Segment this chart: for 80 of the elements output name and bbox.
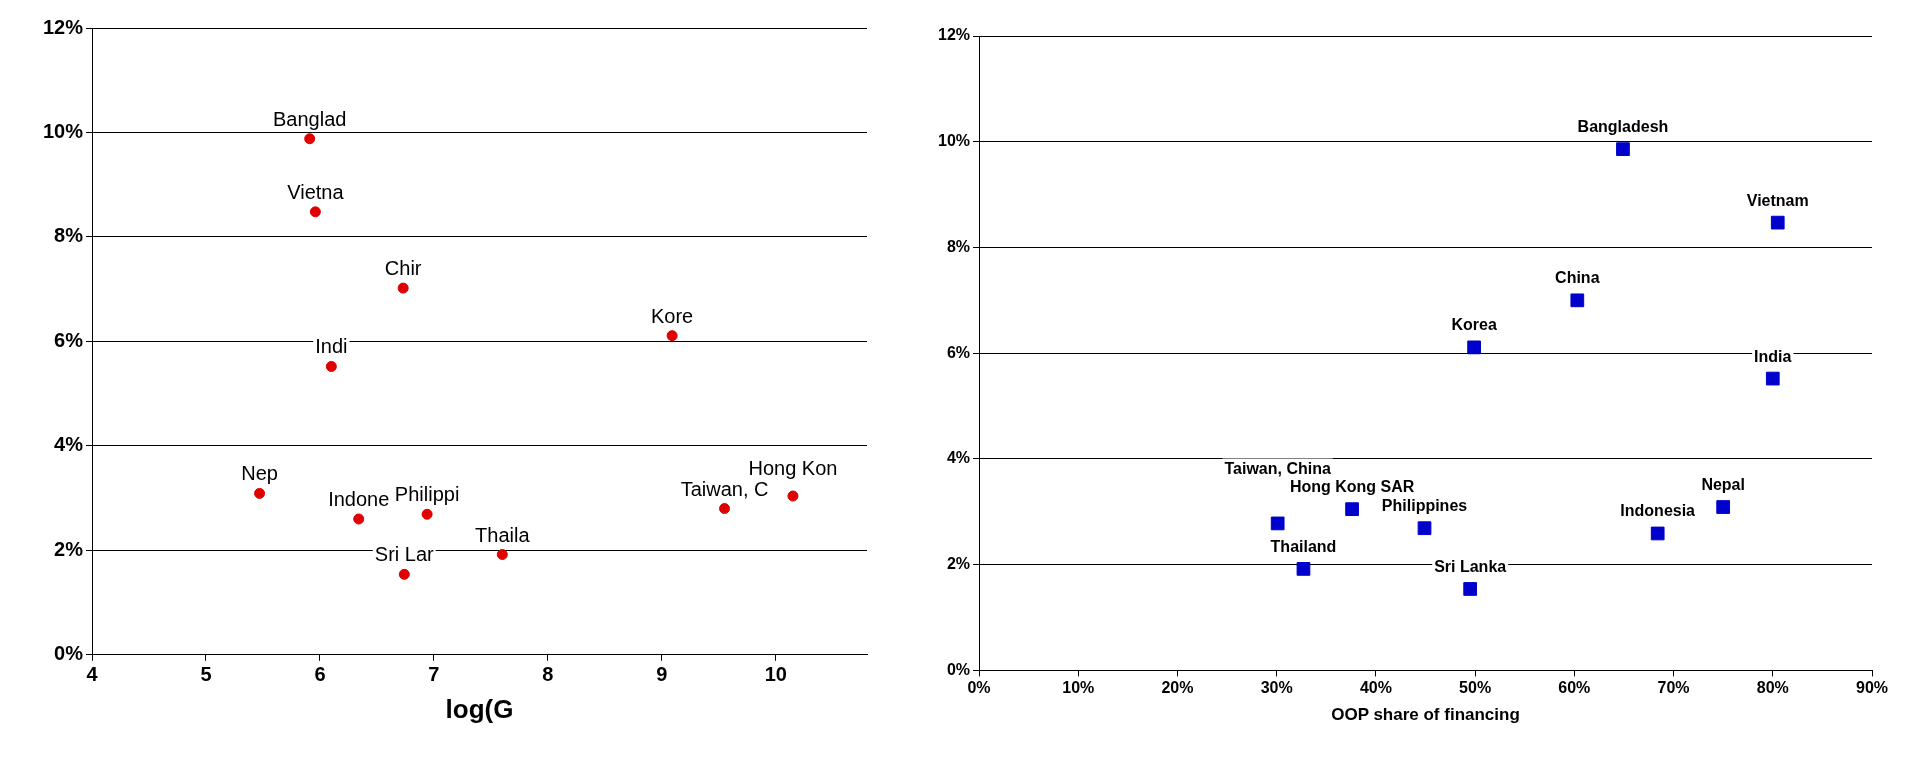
point xyxy=(719,503,731,515)
annotation: Taiwan, C xyxy=(680,477,769,500)
annotation: Hong Kong SAR xyxy=(1289,478,1415,496)
point xyxy=(1650,526,1665,541)
annotation: Chir xyxy=(384,257,422,280)
point xyxy=(1765,371,1780,386)
x-tick-label: 7 xyxy=(428,663,440,686)
annotation: Vietna xyxy=(287,180,345,203)
annotation: Philippines xyxy=(1381,497,1468,515)
annotation: Sri Lar xyxy=(374,543,435,566)
y-tick-label: 4% xyxy=(946,449,971,467)
y-tick-label: 8% xyxy=(946,237,971,255)
annotation: Banglad xyxy=(273,107,347,130)
point xyxy=(496,549,508,561)
y-tick-label: 10% xyxy=(43,119,84,142)
x-tick-label: 10% xyxy=(1062,679,1095,697)
point xyxy=(787,490,799,502)
x-tick-label: 80% xyxy=(1756,679,1789,697)
point xyxy=(1463,582,1478,596)
x-tick-label: 20% xyxy=(1161,679,1194,697)
point xyxy=(1570,293,1585,308)
point xyxy=(309,206,321,218)
annotation: Indi xyxy=(315,335,348,358)
point xyxy=(666,330,678,342)
point xyxy=(254,487,266,499)
x-tick-label: 50% xyxy=(1459,679,1492,697)
point xyxy=(397,282,409,294)
y-tick-label: 12% xyxy=(43,15,84,38)
point xyxy=(1770,215,1785,230)
x-tick-label: 90% xyxy=(1855,679,1889,697)
y-tick-label: 6% xyxy=(946,343,971,361)
point xyxy=(353,513,365,525)
point xyxy=(1467,340,1481,355)
point xyxy=(1270,516,1285,531)
x-axis-title: log(G xyxy=(445,693,514,724)
x-tick-label: 30% xyxy=(1260,679,1293,697)
annotation: Thaila xyxy=(475,523,531,546)
point xyxy=(421,508,433,520)
annotation: Indonesia xyxy=(1620,502,1696,520)
point xyxy=(398,568,410,580)
point xyxy=(304,133,316,145)
x-tick-label: 60% xyxy=(1558,679,1591,697)
annotation: India xyxy=(1754,347,1792,365)
annotation: Thailand xyxy=(1270,537,1337,555)
x-tick-label: 8 xyxy=(542,663,554,686)
point xyxy=(1616,142,1630,156)
annotation: Philippi xyxy=(394,483,460,506)
annotation: Nepal xyxy=(1701,476,1745,494)
point xyxy=(1296,562,1311,576)
annotation: Korea xyxy=(1451,316,1497,334)
x-tick-label: 4 xyxy=(86,663,99,686)
x-tick-label: 6 xyxy=(314,663,326,686)
x-tick-label: 0% xyxy=(967,679,991,697)
x-tick-label: 10 xyxy=(764,663,787,686)
y-tick-label: 2% xyxy=(54,537,84,560)
point xyxy=(1345,502,1359,517)
y-tick-label: 0% xyxy=(54,642,84,665)
annotation: Bangladesh xyxy=(1577,118,1669,136)
point xyxy=(1417,521,1432,536)
x-axis-title: OOP share of financing xyxy=(1331,705,1520,725)
y-tick-label: 4% xyxy=(54,433,84,456)
annotation: Indone xyxy=(328,487,390,510)
annotation: Vietnam xyxy=(1746,191,1809,209)
point xyxy=(1716,500,1731,514)
annotation: Sri Lanka xyxy=(1434,557,1507,575)
annotation: Hong Kon xyxy=(748,457,838,480)
annotation: Nep xyxy=(241,462,278,485)
x-tick-label: 9 xyxy=(656,663,668,686)
y-tick-label: 6% xyxy=(54,328,84,351)
x-tick-label: 70% xyxy=(1657,679,1690,697)
x-tick-label: 5 xyxy=(200,663,212,686)
annotation: Kore xyxy=(650,304,694,327)
y-tick-label: 2% xyxy=(946,555,971,573)
annotation: Taiwan, China xyxy=(1224,460,1331,478)
y-tick-label: 12% xyxy=(937,26,971,44)
point xyxy=(325,360,337,372)
y-tick-label: 10% xyxy=(937,132,971,150)
y-tick-label: 8% xyxy=(54,224,84,247)
annotation: China xyxy=(1555,269,1600,287)
x-tick-label: 40% xyxy=(1359,679,1392,697)
